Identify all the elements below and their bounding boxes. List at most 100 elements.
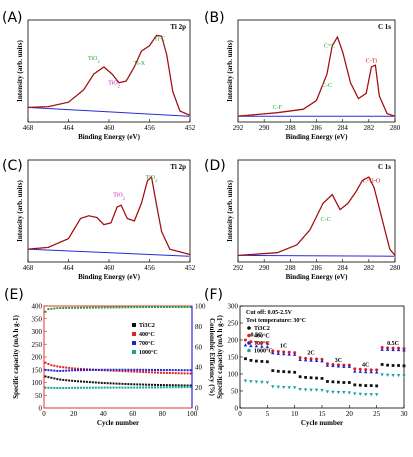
x-axis-label: Binding Energy (eV) [78,133,141,141]
data-point [80,369,82,372]
peak-annotation: C-F [273,105,283,111]
data-point [80,306,82,309]
panel-label: (D) [204,158,226,174]
data-point [133,386,136,389]
data-point [68,369,71,372]
data-point [136,306,139,309]
fit-envelope [27,175,191,256]
data-point [139,306,142,309]
data-point [260,360,264,363]
x-axis-label: Cycle number [97,419,139,427]
y-tick-label: 0 [235,405,239,413]
peak-annotation: C-C [321,217,331,223]
data-point [171,384,174,387]
data-point [165,371,168,374]
data-point [180,384,183,387]
data-point [353,367,357,371]
data-point [287,352,291,356]
legend-marker [132,350,136,354]
data-point [50,376,53,379]
panel-a: (A) 468 464 460 456 452 Binding Energy (eV) Int… [2,10,196,141]
series-2 [44,368,192,372]
data-point [85,306,88,309]
data-point [133,368,136,371]
x-tick-label: 15 [319,410,327,418]
data-point [145,386,148,389]
data-point [320,359,324,363]
test-condition: Cut off: 0.05-2.5V [246,310,293,316]
data-point [130,306,133,309]
x-tick-label: 40 [100,410,108,418]
data-point [159,384,162,387]
y-axis-label: Intensity (arb. units) [226,40,234,102]
data-point [68,379,71,382]
data-point [50,364,53,367]
data-point [68,386,71,389]
y-tick-label: 300 [228,303,239,311]
data-point [74,306,77,309]
data-point [106,368,109,371]
data-point [142,370,145,373]
data-point [154,306,156,309]
data-point [358,369,362,373]
data-point [142,306,145,309]
data-point [380,347,384,351]
data-point [133,383,136,386]
data-point [168,306,171,309]
data-point [53,386,56,389]
x-tick-label: 280 [390,124,401,132]
data-point [325,390,330,394]
data-point [112,368,115,371]
rate-label: 2C [307,350,314,356]
data-point [391,374,395,378]
data-point [62,366,65,369]
x-tick-label: 284 [337,124,348,132]
data-point [115,306,118,309]
y-tick-label: 200 [228,337,239,345]
data-point [109,386,112,389]
data-point [369,393,373,397]
y-axis-label: Intensity (arb. units) [16,180,24,242]
y-tick-label: 300 [32,328,43,336]
data-point [260,344,264,348]
data-point [186,369,189,372]
data-point [315,376,318,380]
x-axis-label: Binding Energy (eV) [286,273,349,281]
plot-frame [43,305,193,409]
data-point [136,368,139,371]
y2-tick-label: 0 [195,405,199,413]
data-point [136,383,139,386]
data-point [254,340,258,344]
data-point [65,306,68,309]
data-point [249,343,253,348]
x-tick-label: 25 [373,410,381,418]
data-point [156,368,159,371]
data-point [53,369,56,372]
data-point [380,345,384,349]
data-point [151,383,154,386]
data-point [174,306,177,309]
data-point [396,348,401,352]
data-point [148,386,151,389]
y-tick-label: 250 [228,320,239,328]
data-point [62,369,65,372]
data-point [254,380,259,384]
data-point [189,386,192,389]
data-point [106,306,109,309]
data-point [130,368,133,371]
data-point [53,377,56,380]
data-point [74,386,77,389]
data-point [159,306,162,309]
data-point [347,391,352,395]
data-point [298,357,302,362]
data-point [94,381,97,384]
data-point [162,369,165,372]
data-point [118,382,121,385]
y-tick-label: 0 [39,405,43,413]
data-point [391,364,395,367]
data-point [271,369,275,372]
peak-annotation: C-Ti-O [363,178,381,184]
y2-tick-label: 100 [195,303,206,311]
data-point [62,378,65,381]
